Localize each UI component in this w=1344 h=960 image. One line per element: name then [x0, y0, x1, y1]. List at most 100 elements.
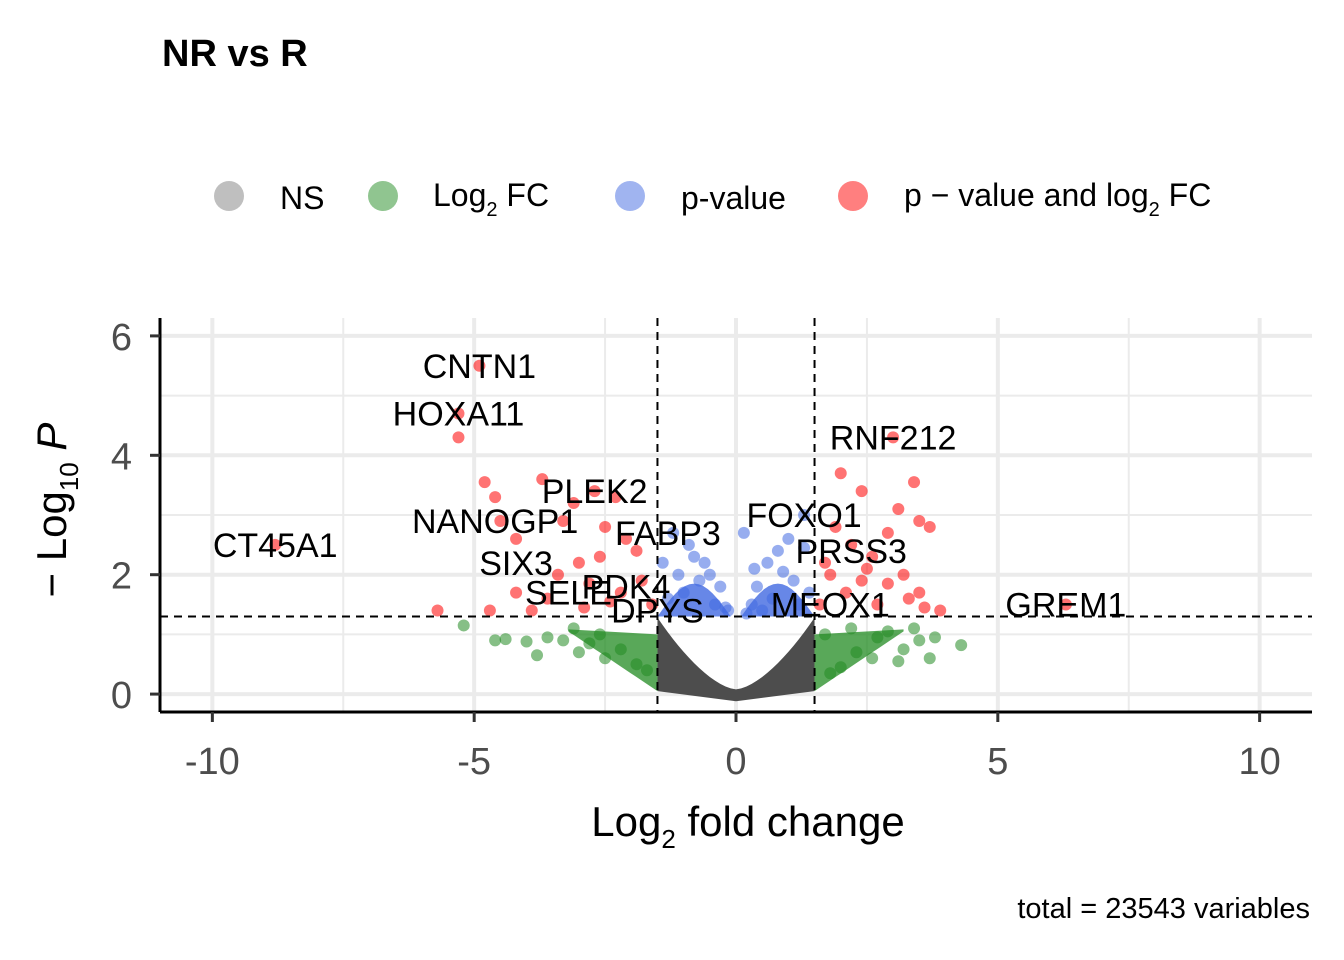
- point-log2-fc: [834, 661, 847, 674]
- y-tick-label: 4: [111, 436, 132, 478]
- point-log2-fc: [824, 667, 837, 680]
- point-p-value: [761, 556, 774, 569]
- point-log2-fc: [531, 649, 544, 662]
- point-log2-fc: [541, 631, 554, 644]
- x-tick-label: 5: [987, 741, 1008, 783]
- x-axis-title: Log2 fold change: [591, 798, 904, 854]
- point-log2-fc: [928, 631, 941, 644]
- chart-title: NR vs R: [162, 33, 308, 75]
- caption: total = 23543 variables: [1017, 893, 1310, 925]
- point-log2-fc: [557, 634, 570, 647]
- point-p-value-and-log2-fc: [630, 544, 643, 557]
- point-p-value: [756, 604, 769, 617]
- point-p-value-and-log2-fc: [609, 491, 622, 504]
- point-p-value: [688, 550, 701, 563]
- point-log2-fc: [567, 622, 580, 635]
- point-p-value: [693, 574, 706, 587]
- point-p-value-and-log2-fc: [855, 574, 868, 587]
- point-p-value: [672, 568, 685, 581]
- point-p-value: [714, 580, 727, 593]
- x-tick-label: -10: [185, 741, 240, 783]
- legend-swatch-pvalue: [615, 181, 645, 211]
- point-log2-fc: [520, 635, 533, 648]
- gene-label: FOXO1: [746, 497, 861, 535]
- y-tick-label: 2: [111, 556, 132, 598]
- point-p-value: [787, 574, 800, 587]
- point-p-value-and-log2-fc: [557, 514, 570, 527]
- point-p-value: [750, 580, 763, 593]
- point-p-value-and-log2-fc: [819, 556, 832, 569]
- gene-label: NANOGP1: [412, 503, 578, 541]
- point-p-value: [682, 538, 695, 551]
- point-p-value: [766, 592, 779, 605]
- point-p-value: [745, 598, 758, 611]
- gene-label: GREM1: [1005, 587, 1126, 625]
- point-p-value-and-log2-fc: [489, 491, 502, 504]
- point-p-value-and-log2-fc: [578, 601, 591, 614]
- point-p-value-and-log2-fc: [567, 497, 580, 510]
- point-p-value-and-log2-fc: [452, 407, 465, 420]
- point-p-value: [803, 586, 816, 599]
- point-p-value-and-log2-fc: [572, 556, 585, 569]
- point-log2-fc: [845, 622, 858, 635]
- point-p-value-and-log2-fc: [908, 476, 921, 489]
- point-log2-fc: [908, 622, 921, 635]
- point-p-value-and-log2-fc: [839, 586, 852, 599]
- point-log2-fc: [499, 633, 512, 646]
- point-p-value-and-log2-fc: [902, 592, 915, 605]
- point-p-value: [667, 526, 680, 539]
- point-p-value-and-log2-fc: [588, 485, 601, 498]
- legend-label-ns: NS: [280, 180, 324, 216]
- point-p-value-and-log2-fc: [483, 604, 496, 617]
- point-p-value: [748, 562, 761, 575]
- point-log2-fc: [892, 655, 905, 668]
- point-p-value-and-log2-fc: [620, 532, 633, 545]
- point-p-value-and-log2-fc: [452, 431, 465, 444]
- point-p-value-and-log2-fc: [646, 598, 659, 611]
- legend: NS Log2 FC p-value p − value and log2 FC: [214, 177, 1211, 221]
- data-points: [269, 359, 1072, 680]
- point-log2-fc: [866, 652, 879, 665]
- point-p-value-and-log2-fc: [551, 568, 564, 581]
- point-p-value-and-log2-fc: [510, 586, 523, 599]
- point-log2-fc: [630, 658, 643, 671]
- left-log2fc-density-area: [568, 629, 658, 692]
- y-tick-label: 0: [111, 675, 132, 717]
- point-p-value-and-log2-fc: [541, 592, 554, 605]
- gene-label: MEOX1: [771, 587, 890, 625]
- right-log2fc-density-area: [814, 629, 904, 692]
- legend-label-pvalue-and-log2fc: p − value and log2 FC: [904, 177, 1211, 221]
- point-p-value: [698, 556, 711, 569]
- point-p-value: [661, 592, 674, 605]
- gene-label: RNF212: [830, 419, 957, 457]
- point-log2-fc: [583, 637, 596, 650]
- point-log2-fc: [871, 631, 884, 644]
- point-p-value-and-log2-fc: [829, 520, 842, 533]
- point-p-value-and-log2-fc: [824, 568, 837, 581]
- gene-label: PDK4: [582, 569, 671, 607]
- point-p-value-and-log2-fc: [604, 595, 617, 608]
- point-p-value-and-log2-fc: [1059, 598, 1072, 611]
- point-p-value-and-log2-fc: [473, 359, 486, 372]
- gene-label: SELE: [525, 575, 612, 613]
- point-log2-fc: [599, 652, 612, 665]
- point-p-value-and-log2-fc: [845, 538, 858, 551]
- point-p-value-and-log2-fc: [431, 604, 444, 617]
- legend-swatch-pvalue-and-log2fc: [838, 181, 868, 211]
- gene-label: PRSS3: [795, 533, 907, 571]
- point-p-value-and-log2-fc: [813, 598, 826, 611]
- point-p-value-and-log2-fc: [892, 503, 905, 516]
- threshold-lines: [160, 318, 1312, 712]
- point-p-value-and-log2-fc: [525, 604, 538, 617]
- point-p-value-and-log2-fc: [583, 577, 596, 590]
- point-p-value-and-log2-fc: [913, 514, 926, 527]
- legend-swatch-log2fc: [368, 181, 398, 211]
- point-p-value-and-log2-fc: [536, 473, 549, 486]
- point-p-value: [798, 509, 811, 521]
- ns-density-area: [657, 617, 815, 702]
- point-p-value-and-log2-fc: [934, 604, 947, 617]
- point-p-value-and-log2-fc: [923, 520, 936, 533]
- gene-label: FABP3: [615, 515, 721, 553]
- point-p-value: [656, 556, 669, 569]
